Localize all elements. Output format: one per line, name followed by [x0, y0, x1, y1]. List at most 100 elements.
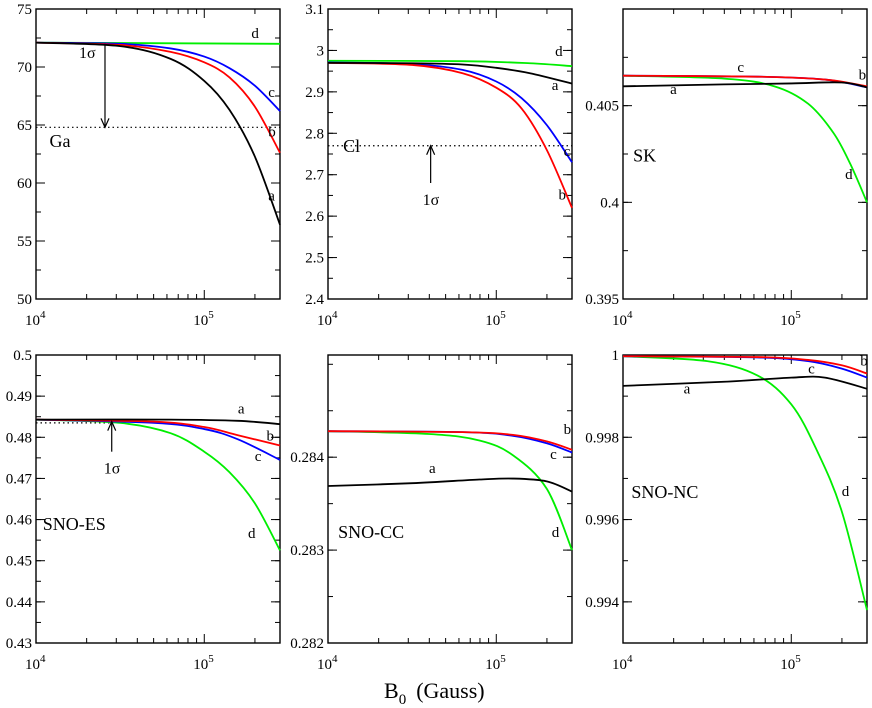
y-tick-label: 2.8	[305, 126, 324, 142]
series-curve-a	[622, 375, 868, 390]
panel-label: SNO-ES	[43, 514, 106, 534]
y-tick-label: 50	[17, 292, 32, 308]
series-label-a: a	[268, 188, 275, 204]
y-tick-label: 2.7	[305, 168, 324, 184]
y-tick-label: 0.994	[585, 595, 619, 611]
y-tick-label: 0.48	[6, 430, 32, 446]
panel-sno-es: 104 105 0.43 0.44 0.45 0.46 0.47 0.48 0.49 0.5 a bc…	[6, 348, 281, 673]
y-tick-label: 55	[17, 234, 32, 250]
panel-frame	[327, 8, 573, 300]
panel-sno-cc: 104 105 0.282 0.283 0.284 a bc d SNO-CC	[290, 354, 573, 673]
panel-label: Cl	[343, 136, 360, 156]
x-axis-label: B0 (Gauss)	[384, 678, 485, 708]
y-tick-label: 3.1	[305, 2, 324, 18]
x-tick-label: 104	[612, 309, 633, 329]
y-tick-label: 2.6	[305, 209, 324, 225]
series-label-d: d	[842, 484, 850, 500]
y-tick-label: 0.996	[585, 513, 619, 529]
series-curve-a	[327, 477, 573, 493]
series-label-d: d	[555, 44, 563, 60]
series-label-a: a	[684, 381, 691, 397]
panel-frame	[35, 8, 281, 300]
series-label-b: b	[268, 125, 276, 141]
series-label-a: a	[552, 78, 559, 94]
panel-sno-nc: 104 105 0.994 0.996 0.998 1 a b c d SNO-NC	[585, 348, 868, 673]
sigma-label: 1σ	[423, 192, 440, 209]
panel-label: SNO-CC	[338, 522, 404, 542]
y-tick-label: 0.43	[6, 636, 32, 652]
series-label-c: c	[808, 362, 815, 378]
series-label-b: b	[564, 422, 572, 438]
panel-frame	[622, 354, 868, 644]
series-curve-c	[327, 430, 573, 454]
series-label-c: c	[268, 85, 275, 101]
series-curve-c	[327, 61, 573, 163]
x-tick-label: 104	[317, 653, 338, 673]
series-curve-d	[622, 74, 868, 203]
y-tick-label: 0.998	[585, 430, 619, 446]
x-tick-label: 105	[193, 309, 214, 329]
y-tick-label: 0.45	[6, 554, 32, 570]
y-tick-label: 2.9	[305, 85, 324, 101]
x-tick-label: 104	[25, 309, 46, 329]
x-tick-label: 105	[780, 653, 801, 673]
panel-label: SNO-NC	[631, 482, 698, 502]
y-tick-label: 2.4	[305, 292, 324, 308]
series-curve-a	[622, 81, 868, 89]
panel-frame	[35, 354, 281, 644]
y-tick-label: 1	[612, 348, 620, 364]
series-label-b: b	[860, 353, 868, 369]
y-tick-label: 2.5	[305, 251, 324, 267]
x-tick-label: 105	[193, 653, 214, 673]
series-label-c: c	[255, 449, 262, 465]
series-curve-d	[327, 59, 573, 68]
y-tick-label: 0.395	[585, 292, 619, 308]
y-tick-label: 0.49	[6, 389, 32, 405]
y-tick-label: 0.5	[13, 348, 32, 364]
series-label-a: a	[670, 82, 677, 98]
series-label-d: d	[845, 167, 853, 183]
series-curve-b	[327, 61, 573, 209]
x-tick-label: 104	[317, 309, 338, 329]
series-curve-a	[35, 418, 281, 426]
y-tick-label: 0.4	[600, 195, 619, 211]
panel-cl: 104 105 2.4 2.5 2.6 2.7 2.8 2.9 3 3.1 a b c d Cl 1σ	[305, 2, 573, 329]
series-label-b: b	[859, 68, 867, 84]
panel-label: Ga	[49, 131, 70, 151]
y-tick-label: 3	[317, 43, 325, 59]
sigma-arrow-head	[100, 118, 110, 129]
y-tick-label: 70	[17, 60, 32, 76]
y-tick-label: 0.46	[6, 513, 33, 529]
series-label-b: b	[559, 188, 567, 204]
panel-frame	[327, 354, 573, 644]
y-tick-label: 75	[17, 2, 32, 18]
panel-label: SK	[633, 146, 656, 166]
x-tick-label: 105	[485, 309, 506, 329]
sigma-label: 1σ	[79, 45, 96, 62]
sigma-arrow-head	[426, 144, 436, 155]
sigma-arrow-head	[107, 420, 117, 431]
series-label-d: d	[251, 26, 259, 42]
x-tick-label: 105	[485, 653, 506, 673]
y-tick-label: 65	[17, 118, 32, 134]
y-tick-label: 0.47	[6, 471, 33, 487]
x-tick-label: 104	[25, 653, 46, 673]
series-label-b: b	[267, 429, 275, 445]
y-tick-label: 0.405	[585, 99, 619, 115]
panel-sk: 104 105 0.395 0.4 0.405 a b c d SK	[585, 8, 868, 329]
series-label-d: d	[248, 526, 256, 542]
y-tick-label: 0.282	[290, 636, 324, 652]
series-label-c: c	[737, 60, 744, 76]
series-curve-a	[35, 41, 281, 226]
series-label-a: a	[429, 461, 436, 477]
series-curve-b	[35, 41, 281, 154]
series-label-c: c	[550, 447, 557, 463]
series-curve-c	[35, 418, 281, 461]
x-tick-label: 105	[780, 309, 801, 329]
series-curve-a	[327, 61, 573, 85]
x-tick-label: 104	[612, 653, 633, 673]
series-curve-c	[35, 41, 281, 112]
series-curve-d	[622, 355, 868, 611]
series-label-d: d	[552, 525, 560, 541]
